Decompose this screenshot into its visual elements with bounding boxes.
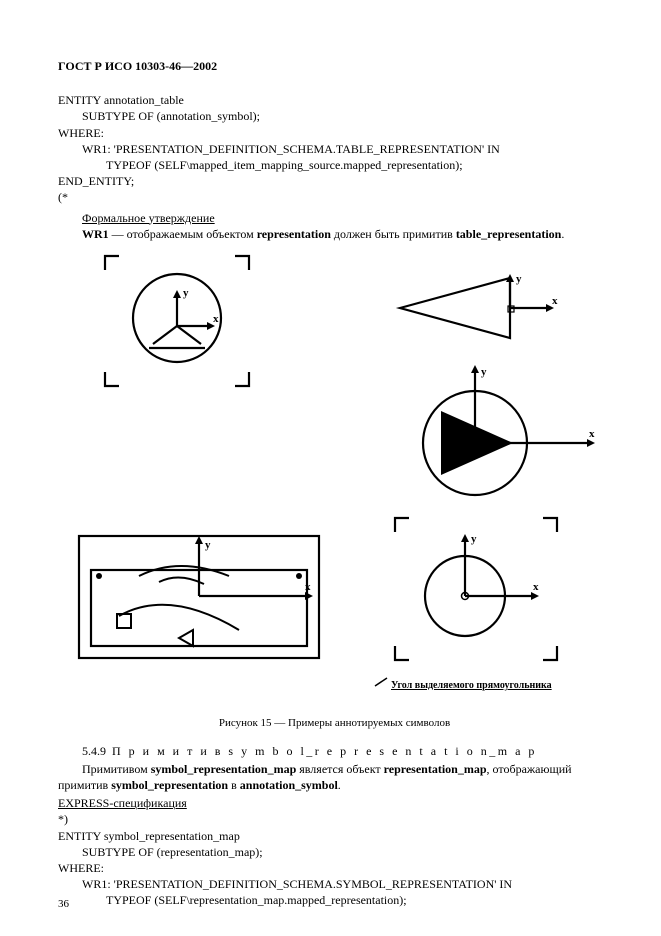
svg-text:x: x xyxy=(305,581,311,593)
svg-text:x: x xyxy=(213,313,219,325)
section-549-head: 5.4.9 П р и м и т и в s y m b o l_r e p … xyxy=(58,743,611,759)
svg-text:x: x xyxy=(552,295,558,307)
wr1-b2: table_representation xyxy=(456,227,562,241)
wr1-mid: должен быть примитив xyxy=(331,227,456,241)
entity2-l1: ENTITY symbol_representation_map xyxy=(58,828,611,844)
wr1-label: WR1 xyxy=(82,227,109,241)
svg-text:x: x xyxy=(533,581,539,593)
svg-text:y: y xyxy=(516,273,522,285)
s549-a: Примитивом xyxy=(82,762,151,776)
entity1-l5: TYPEOF (SELF\mapped_item_mapping_source.… xyxy=(106,157,611,173)
wr1-b1: representation xyxy=(257,227,331,241)
s549-e: . xyxy=(338,778,341,792)
entity1-l3: WHERE: xyxy=(58,125,611,141)
s549-b2: representation_map xyxy=(384,762,487,776)
panel-b: y x xyxy=(400,273,558,338)
panel-e: y x xyxy=(395,518,557,660)
panel-d: y x xyxy=(79,536,319,658)
doc-header: ГОСТ Р ИСО 10303-46—2002 xyxy=(58,58,611,74)
s549-d: в xyxy=(228,778,240,792)
svg-text:y: y xyxy=(183,287,189,299)
assertion-wr1: WR1 — отображаемым объектом representati… xyxy=(82,226,611,242)
entity2-l3: WHERE: xyxy=(58,860,611,876)
svg-text:y: y xyxy=(481,366,487,378)
entity1-l7: (* xyxy=(58,189,611,205)
panel-e-caption: Угол выделяемого прямоугольника xyxy=(391,680,552,691)
section-549-body: Примитивом symbol_representation_map явл… xyxy=(58,761,611,793)
panel-c: y x xyxy=(423,365,595,495)
assertion-title: Формальное утверждение xyxy=(82,210,611,226)
wr1-dash: — отображаемым объектом xyxy=(109,227,257,241)
express-end: *) xyxy=(58,811,611,827)
sec-num: 5.4.9 xyxy=(82,744,106,758)
entity1-l6: END_ENTITY; xyxy=(58,173,611,189)
page-number: 36 xyxy=(58,897,69,912)
svg-text:x: x xyxy=(589,428,595,440)
sec-title: П р и м и т и в s y m b o l_r e p r e s … xyxy=(112,744,537,758)
entity1-l1: ENTITY annotation_table xyxy=(58,92,611,108)
entity2-l4: WR1: 'PRESENTATION_DEFINITION_SCHEMA.SYM… xyxy=(82,876,611,892)
wr1-end: . xyxy=(561,227,564,241)
entity2-l2: SUBTYPE OF (representation_map); xyxy=(82,844,611,860)
svg-text:y: y xyxy=(205,539,211,551)
s549-b3: symbol_representation xyxy=(111,778,228,792)
s549-b: является объект xyxy=(296,762,383,776)
figure-15: y x y x y xyxy=(65,248,605,708)
svg-text:y: y xyxy=(471,533,477,545)
entity1-block: ENTITY annotation_table SUBTYPE OF (anno… xyxy=(58,92,611,205)
entity1-l2: SUBTYPE OF (annotation_symbol); xyxy=(82,108,611,124)
s549-b4: annotation_symbol xyxy=(240,778,338,792)
entity2-l5: TYPEOF (SELF\representation_map.mapped_r… xyxy=(106,892,611,908)
entity2-block: ENTITY symbol_representation_map SUBTYPE… xyxy=(58,828,611,909)
figure-svg: y x y x y xyxy=(65,248,605,708)
express-label: EXPRESS-спецификация xyxy=(58,795,611,811)
figure-caption: Рисунок 15 — Примеры аннотируемых символ… xyxy=(58,716,611,731)
s549-b1: symbol_representation_map xyxy=(151,762,297,776)
panel-a: y x xyxy=(105,256,249,386)
entity1-l4: WR1: 'PRESENTATION_DEFINITION_SCHEMA.TAB… xyxy=(82,141,611,157)
